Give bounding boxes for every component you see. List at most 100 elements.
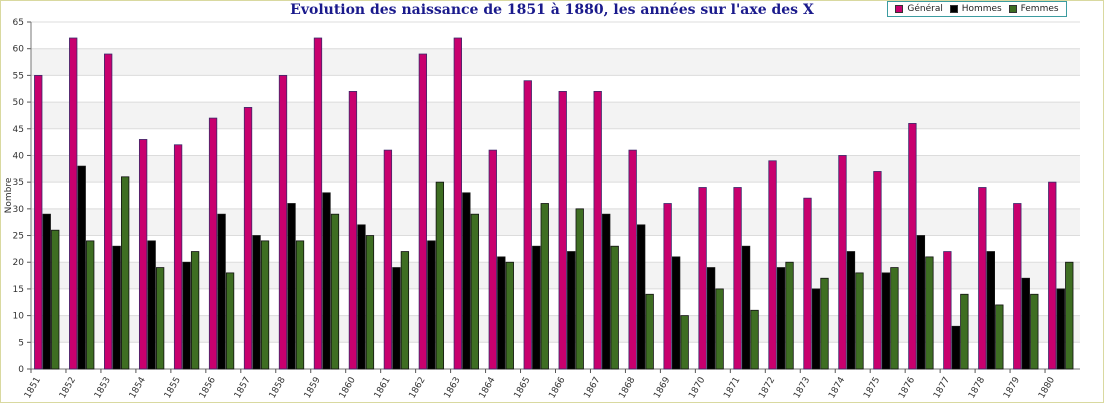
- bar-femmes-1873: [820, 277, 829, 370]
- x-tick-label: 1874: [827, 375, 847, 400]
- bar-hommes-1878: [986, 251, 995, 370]
- grid-band: [31, 262, 1080, 289]
- grid-band: [31, 315, 1080, 343]
- x-tick-label: 1856: [198, 375, 218, 400]
- x-tick-label: 1854: [128, 375, 148, 400]
- bar-général-1863: [453, 37, 462, 370]
- bar-femmes-1860: [365, 235, 375, 370]
- bar-femmes-1879: [1030, 293, 1039, 370]
- bar-général-1852: [69, 37, 78, 370]
- legend-swatch-hommes: [949, 5, 958, 13]
- chart-title: Evolution des naissance de 1851 à 1880, …: [290, 2, 814, 18]
- x-tick-label: 1853: [93, 376, 113, 401]
- x-tick-label: 1875: [862, 376, 882, 401]
- bar-général-1858: [278, 74, 288, 370]
- x-tick-label: 1869: [652, 375, 672, 400]
- legend-label-hommes: Hommes: [961, 4, 1002, 14]
- x-tick-label: 1858: [268, 375, 288, 400]
- bar-général-1856: [208, 117, 218, 370]
- bar-femmes-1855: [190, 251, 200, 370]
- bar-hommes-1869: [671, 256, 681, 370]
- bar-hommes-1877: [951, 325, 961, 370]
- bar-femmes-1874: [855, 272, 864, 370]
- bar-hommes-1858: [287, 203, 296, 370]
- y-tick-label: 20: [13, 258, 25, 268]
- bar-hommes-1860: [357, 224, 366, 370]
- bar-hommes-1871: [741, 245, 751, 370]
- bar-général-1880: [1048, 181, 1057, 370]
- y-tick-label: 30: [13, 205, 25, 215]
- legend-label-femmes: Femmes: [1020, 4, 1059, 14]
- x-tick-label: 1851: [23, 376, 43, 401]
- grid-band: [31, 48, 1080, 76]
- y-tick-label: 5: [18, 338, 24, 348]
- y-tick-label: 45: [13, 125, 24, 135]
- bar-hommes-1866: [567, 251, 576, 370]
- y-tick-label: 60: [13, 45, 25, 55]
- legend-swatch-femmes: [1008, 5, 1017, 13]
- y-tick-label: 50: [13, 98, 25, 108]
- bar-femmes-1880: [1065, 261, 1074, 370]
- bar-général-1851: [34, 74, 43, 370]
- bar-hommes-1857: [252, 235, 261, 370]
- bar-femmes-1868: [645, 293, 654, 370]
- bar-femmes-1851: [51, 229, 60, 370]
- legend-item-femmes: Femmes: [1008, 4, 1059, 14]
- x-tick-label: 1871: [722, 376, 742, 401]
- bar-hommes-1879: [1021, 277, 1030, 370]
- bar-général-1876: [908, 123, 917, 370]
- bar-femmes-1852: [86, 240, 95, 370]
- bar-hommes-1863: [462, 192, 471, 370]
- y-tick-label: 35: [13, 178, 24, 188]
- x-tick-label: 1855: [163, 376, 183, 401]
- bar-général-1859: [313, 37, 323, 370]
- bar-hommes-1868: [637, 224, 646, 370]
- bar-femmes-1869: [680, 315, 689, 370]
- bar-femmes-1858: [295, 240, 305, 370]
- bar-femmes-1854: [155, 267, 165, 370]
- grid-band: [31, 208, 1080, 236]
- bar-général-1866: [558, 91, 567, 370]
- bar-général-1875: [873, 171, 882, 370]
- bar-hommes-1870: [706, 267, 716, 370]
- x-tick-label: 1861: [373, 376, 393, 401]
- x-tick-label: 1863: [443, 376, 463, 401]
- bar-général-1878: [978, 187, 987, 370]
- y-tick-label: 40: [13, 151, 25, 161]
- y-tick-label: 15: [13, 285, 24, 295]
- x-tick-label: 1867: [582, 376, 602, 401]
- x-tick-label: 1866: [547, 375, 567, 400]
- x-tick-label: 1865: [513, 376, 533, 401]
- bar-hommes-1880: [1056, 288, 1065, 370]
- bar-général-1862: [418, 53, 428, 370]
- y-axis-label: Nombre: [4, 177, 14, 213]
- x-tick-label: 1880: [1037, 375, 1057, 400]
- bar-femmes-1877: [960, 293, 969, 370]
- x-tick-label: 1862: [408, 376, 428, 401]
- x-tick-label: 1872: [757, 376, 777, 401]
- x-tick-label: 1852: [58, 376, 78, 401]
- legend-label-general: Général: [907, 4, 943, 14]
- bar-femmes-1853: [121, 176, 130, 370]
- legend: Général Hommes Femmes: [887, 1, 1067, 17]
- bar-général-1870: [698, 187, 707, 370]
- bar-général-1877: [943, 251, 952, 370]
- bar-général-1857: [243, 107, 253, 370]
- bar-femmes-1865: [540, 203, 549, 370]
- bar-général-1879: [1013, 203, 1022, 370]
- bar-hommes-1853: [112, 245, 121, 370]
- y-tick-label: 10: [13, 312, 25, 322]
- bar-général-1854: [138, 139, 148, 370]
- bar-hommes-1851: [42, 213, 51, 370]
- bar-hommes-1874: [846, 251, 856, 370]
- bar-femmes-1866: [575, 208, 584, 370]
- x-tick-label: 1859: [303, 375, 323, 400]
- bar-femmes-1861: [400, 251, 410, 370]
- x-tick-label: 1868: [617, 375, 637, 400]
- bar-femmes-1870: [715, 288, 724, 370]
- x-tick-label: 1864: [478, 375, 498, 400]
- bar-général-1867: [593, 91, 602, 370]
- grid-band: [31, 155, 1080, 183]
- bar-femmes-1856: [225, 272, 235, 370]
